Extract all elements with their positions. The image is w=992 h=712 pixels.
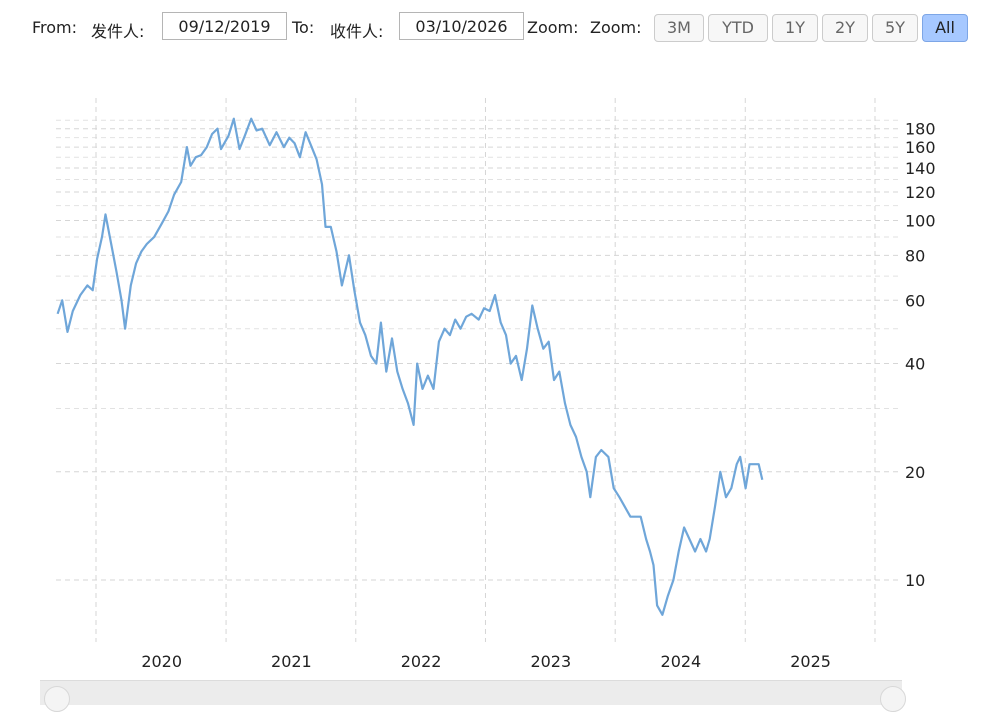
y-tick-label: 40: [905, 355, 925, 374]
series-line: [56, 117, 764, 616]
y-tick-label: 160: [905, 138, 936, 157]
x-tick-label: 2025: [790, 652, 831, 671]
y-tick-label: 100: [905, 212, 936, 231]
y-tick-label: 140: [905, 159, 936, 178]
y-tick-label: 120: [905, 183, 936, 202]
zoom-label-secondary: Zoom:: [590, 18, 642, 37]
zoom-3m-button[interactable]: 3M: [654, 14, 704, 42]
to-label-cn: 收件人:: [330, 22, 384, 41]
x-tick-label: 2021: [271, 652, 312, 671]
navigator-right-handle[interactable]: [880, 686, 906, 712]
from-label-cn: 发件人:: [91, 22, 145, 41]
to-label: To:: [292, 18, 315, 37]
y-tick-label: 80: [905, 246, 925, 265]
x-axis: 2020 2021 2022 2023 2024 2025: [141, 652, 831, 671]
zoom-ytd-button[interactable]: YTD: [708, 14, 768, 42]
zoom-5y-button[interactable]: 5Y: [872, 14, 918, 42]
y-tick-label: 60: [905, 291, 925, 310]
x-tick-label: 2023: [530, 652, 571, 671]
zoom-1y-button[interactable]: 1Y: [772, 14, 818, 42]
x-tick-label: 2024: [661, 652, 702, 671]
zoom-label: Zoom:: [527, 18, 579, 37]
to-date-input[interactable]: [399, 12, 524, 40]
navigator-scrollbar[interactable]: [40, 680, 902, 705]
range-selector-toolbar: From: 发件人: To: 收件人: Zoom: Zoom: 3M YTD 1…: [0, 12, 992, 44]
x-tick-label: 2020: [141, 652, 182, 671]
navigator-left-handle[interactable]: [44, 686, 70, 712]
zoom-all-button[interactable]: All: [922, 14, 968, 42]
y-tick-label: 180: [905, 120, 936, 139]
y-tick-label: 20: [905, 463, 925, 482]
x-tick-label: 2022: [401, 652, 442, 671]
y-tick-label: 10: [905, 571, 925, 590]
from-date-input[interactable]: [162, 12, 287, 40]
from-label: From:: [32, 18, 78, 37]
zoom-2y-button[interactable]: 2Y: [822, 14, 868, 42]
